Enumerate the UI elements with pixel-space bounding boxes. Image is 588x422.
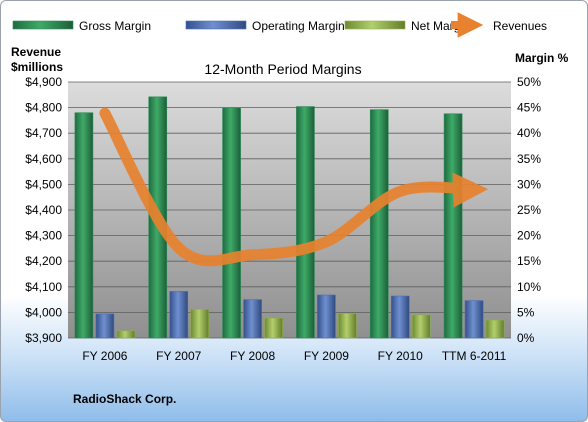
left-tick-label: $4,800	[25, 101, 62, 115]
left-tick-label: $4,900	[25, 75, 62, 89]
category-label: FY 2006	[82, 349, 127, 363]
left-axis-label-line1: Revenue	[11, 45, 61, 59]
left-tick-label: $4,700	[25, 126, 62, 140]
right-tick-label: 40%	[517, 126, 541, 140]
gross-margin-bar	[443, 113, 463, 339]
gross-margin-bar	[296, 106, 315, 339]
right-tick-label: 5%	[517, 305, 535, 319]
left-tick-label: $4,400	[25, 203, 62, 217]
right-tick-label: 35%	[517, 152, 541, 166]
x-axis-ticks: FY 2006 FY 2007 FY 2008 FY 2009 FY 2010 TTM 6…	[82, 349, 506, 363]
right-tick-label: 30%	[517, 177, 541, 191]
gross-margin-bar	[74, 112, 94, 339]
legend-label: Gross Margin	[79, 19, 151, 33]
right-tick-label: 50%	[517, 75, 541, 89]
chart-title: 12-Month Period Margins	[204, 61, 361, 77]
right-tick-label: 25%	[517, 203, 541, 217]
left-tick-label: $4,100	[25, 280, 62, 294]
category-label: FY 2010	[378, 349, 423, 363]
operating-margin-bar	[243, 299, 262, 339]
gross-margin-bar	[369, 109, 389, 339]
left-tick-label: $4,000	[25, 305, 62, 319]
operating-margin-bar	[169, 291, 189, 339]
right-tick-label: 0%	[517, 331, 535, 345]
legend-swatch	[344, 20, 406, 30]
net-margin-bar	[116, 330, 136, 339]
company-name: RadioShack Corp.	[73, 392, 176, 406]
left-axis-label-line2: $millions	[11, 60, 63, 74]
net-margin-bar	[264, 317, 283, 339]
operating-margin-bar	[390, 295, 410, 339]
gross-margin-bar	[222, 107, 241, 339]
left-tick-label: $4,200	[25, 254, 62, 268]
left-tick-label: $3,900	[25, 331, 62, 345]
category-label: FY 2009	[304, 349, 349, 363]
category-label: FY 2008	[230, 349, 275, 363]
revenue-line	[99, 107, 489, 267]
legend-label: Operating Margin	[252, 19, 345, 33]
operating-margin-bar	[95, 313, 115, 339]
left-tick-label: $4,500	[25, 177, 62, 191]
right-axis-label: Margin %	[515, 51, 569, 65]
right-tick-label: 20%	[517, 229, 541, 243]
right-axis-ticks: 0% 5% 10% 15% 20% 25% 30% 35% 40% 45% 50%	[517, 75, 541, 345]
legend-swatch	[12, 20, 74, 30]
legend: Gross Margin Operating Margin Net Margin Re…	[12, 12, 547, 38]
right-tick-label: 15%	[517, 254, 541, 268]
revenue-layer	[99, 107, 489, 267]
operating-margin-bar	[464, 300, 484, 339]
net-margin-bar	[338, 313, 357, 339]
operating-margin-bar	[317, 294, 336, 339]
category-label: FY 2007	[156, 349, 201, 363]
right-tick-label: 45%	[517, 101, 541, 115]
right-tick-label: 10%	[517, 280, 541, 294]
left-tick-label: $4,300	[25, 229, 62, 243]
net-margin-bar	[190, 309, 210, 339]
left-axis-ticks: $3,900 $4,000 $4,100 $4,200 $4,300 $4,400 $4,5…	[25, 75, 62, 345]
legend-label: Revenues	[493, 19, 547, 33]
category-label: TTM 6-2011	[442, 349, 507, 363]
gridlines	[68, 81, 511, 339]
left-tick-label: $4,600	[25, 152, 62, 166]
net-margin-bar	[411, 314, 431, 339]
net-margin-bar	[485, 319, 505, 339]
legend-swatch	[185, 20, 247, 30]
